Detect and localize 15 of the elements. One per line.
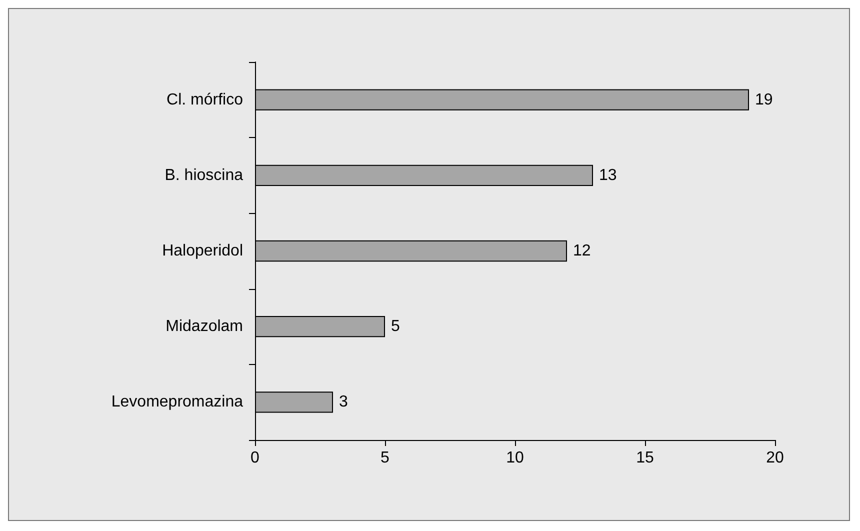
- x-tick-label: 20: [766, 450, 784, 466]
- y-tick-label: Levomepromazina: [111, 394, 244, 411]
- y-tick-label: B. hioscina: [164, 166, 244, 184]
- data-label: 13: [599, 166, 617, 184]
- y-tick-label: Cl. mórfico: [166, 91, 244, 108]
- x-tick-label: 15: [636, 450, 654, 466]
- data-label: 19: [755, 91, 773, 108]
- x-tick-label: 0: [250, 450, 260, 466]
- x-tick-label: 10: [506, 450, 524, 466]
- x-tick-label: 5: [380, 450, 390, 466]
- data-label: 3: [339, 394, 348, 411]
- data-label: 12: [573, 242, 591, 260]
- y-tick-label: Haloperidol: [162, 242, 243, 260]
- y-tick-label: Midazolam: [166, 318, 243, 336]
- data-label: 5: [391, 318, 400, 336]
